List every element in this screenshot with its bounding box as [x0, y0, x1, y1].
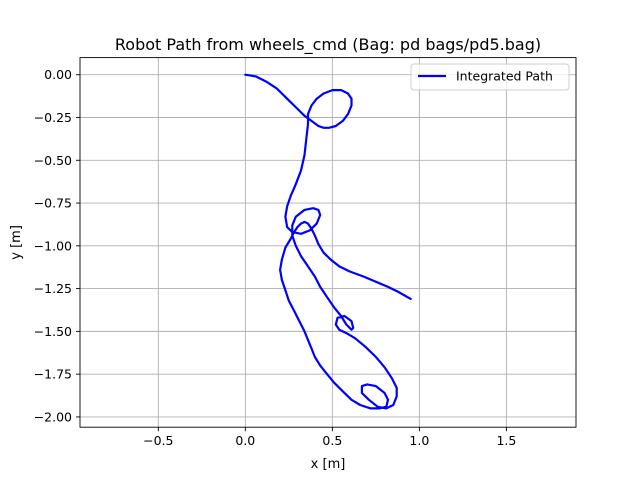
- y-tick-label: −0.75: [34, 196, 72, 211]
- y-tick-label: −0.25: [34, 110, 72, 125]
- x-axis: −0.5 0.0 0.5 1.0 1.5: [143, 427, 516, 448]
- y-tick-label: −0.50: [34, 153, 72, 168]
- chart-title: Robot Path from wheels_cmd (Bag: pd bags…: [115, 35, 541, 55]
- x-tick-label: 1.5: [496, 433, 516, 448]
- series-layer: [244, 73, 412, 410]
- legend-frame: [410, 63, 570, 91]
- y-axis: 0.00 −0.25 −0.50 −0.75 −1.00 −1.25 −1.50 −1.75 −…: [34, 67, 80, 424]
- y-axis-label: y [m]: [9, 225, 24, 260]
- y-tick-label: −1.00: [34, 238, 72, 253]
- x-tick-label: 1.0: [409, 433, 429, 448]
- y-tick-label: 0.00: [44, 67, 72, 82]
- x-tick-label: 0.0: [235, 433, 255, 448]
- legend-label: Integrated Path: [456, 69, 553, 84]
- plot-frame: [79, 57, 577, 428]
- x-axis-label: x [m]: [311, 457, 346, 472]
- grid: [80, 57, 576, 428]
- y-tick-label: −1.75: [34, 367, 72, 382]
- x-tick-label: −0.5: [143, 433, 173, 448]
- y-tick-label: −1.50: [34, 324, 72, 339]
- series-line-integrated-path: [244, 73, 412, 410]
- legend: Integrated Path: [410, 63, 570, 91]
- y-tick-label: −1.25: [34, 281, 72, 296]
- y-tick-label: −2.00: [34, 409, 72, 424]
- plot-area: [80, 57, 576, 428]
- x-tick-label: 0.5: [322, 433, 342, 448]
